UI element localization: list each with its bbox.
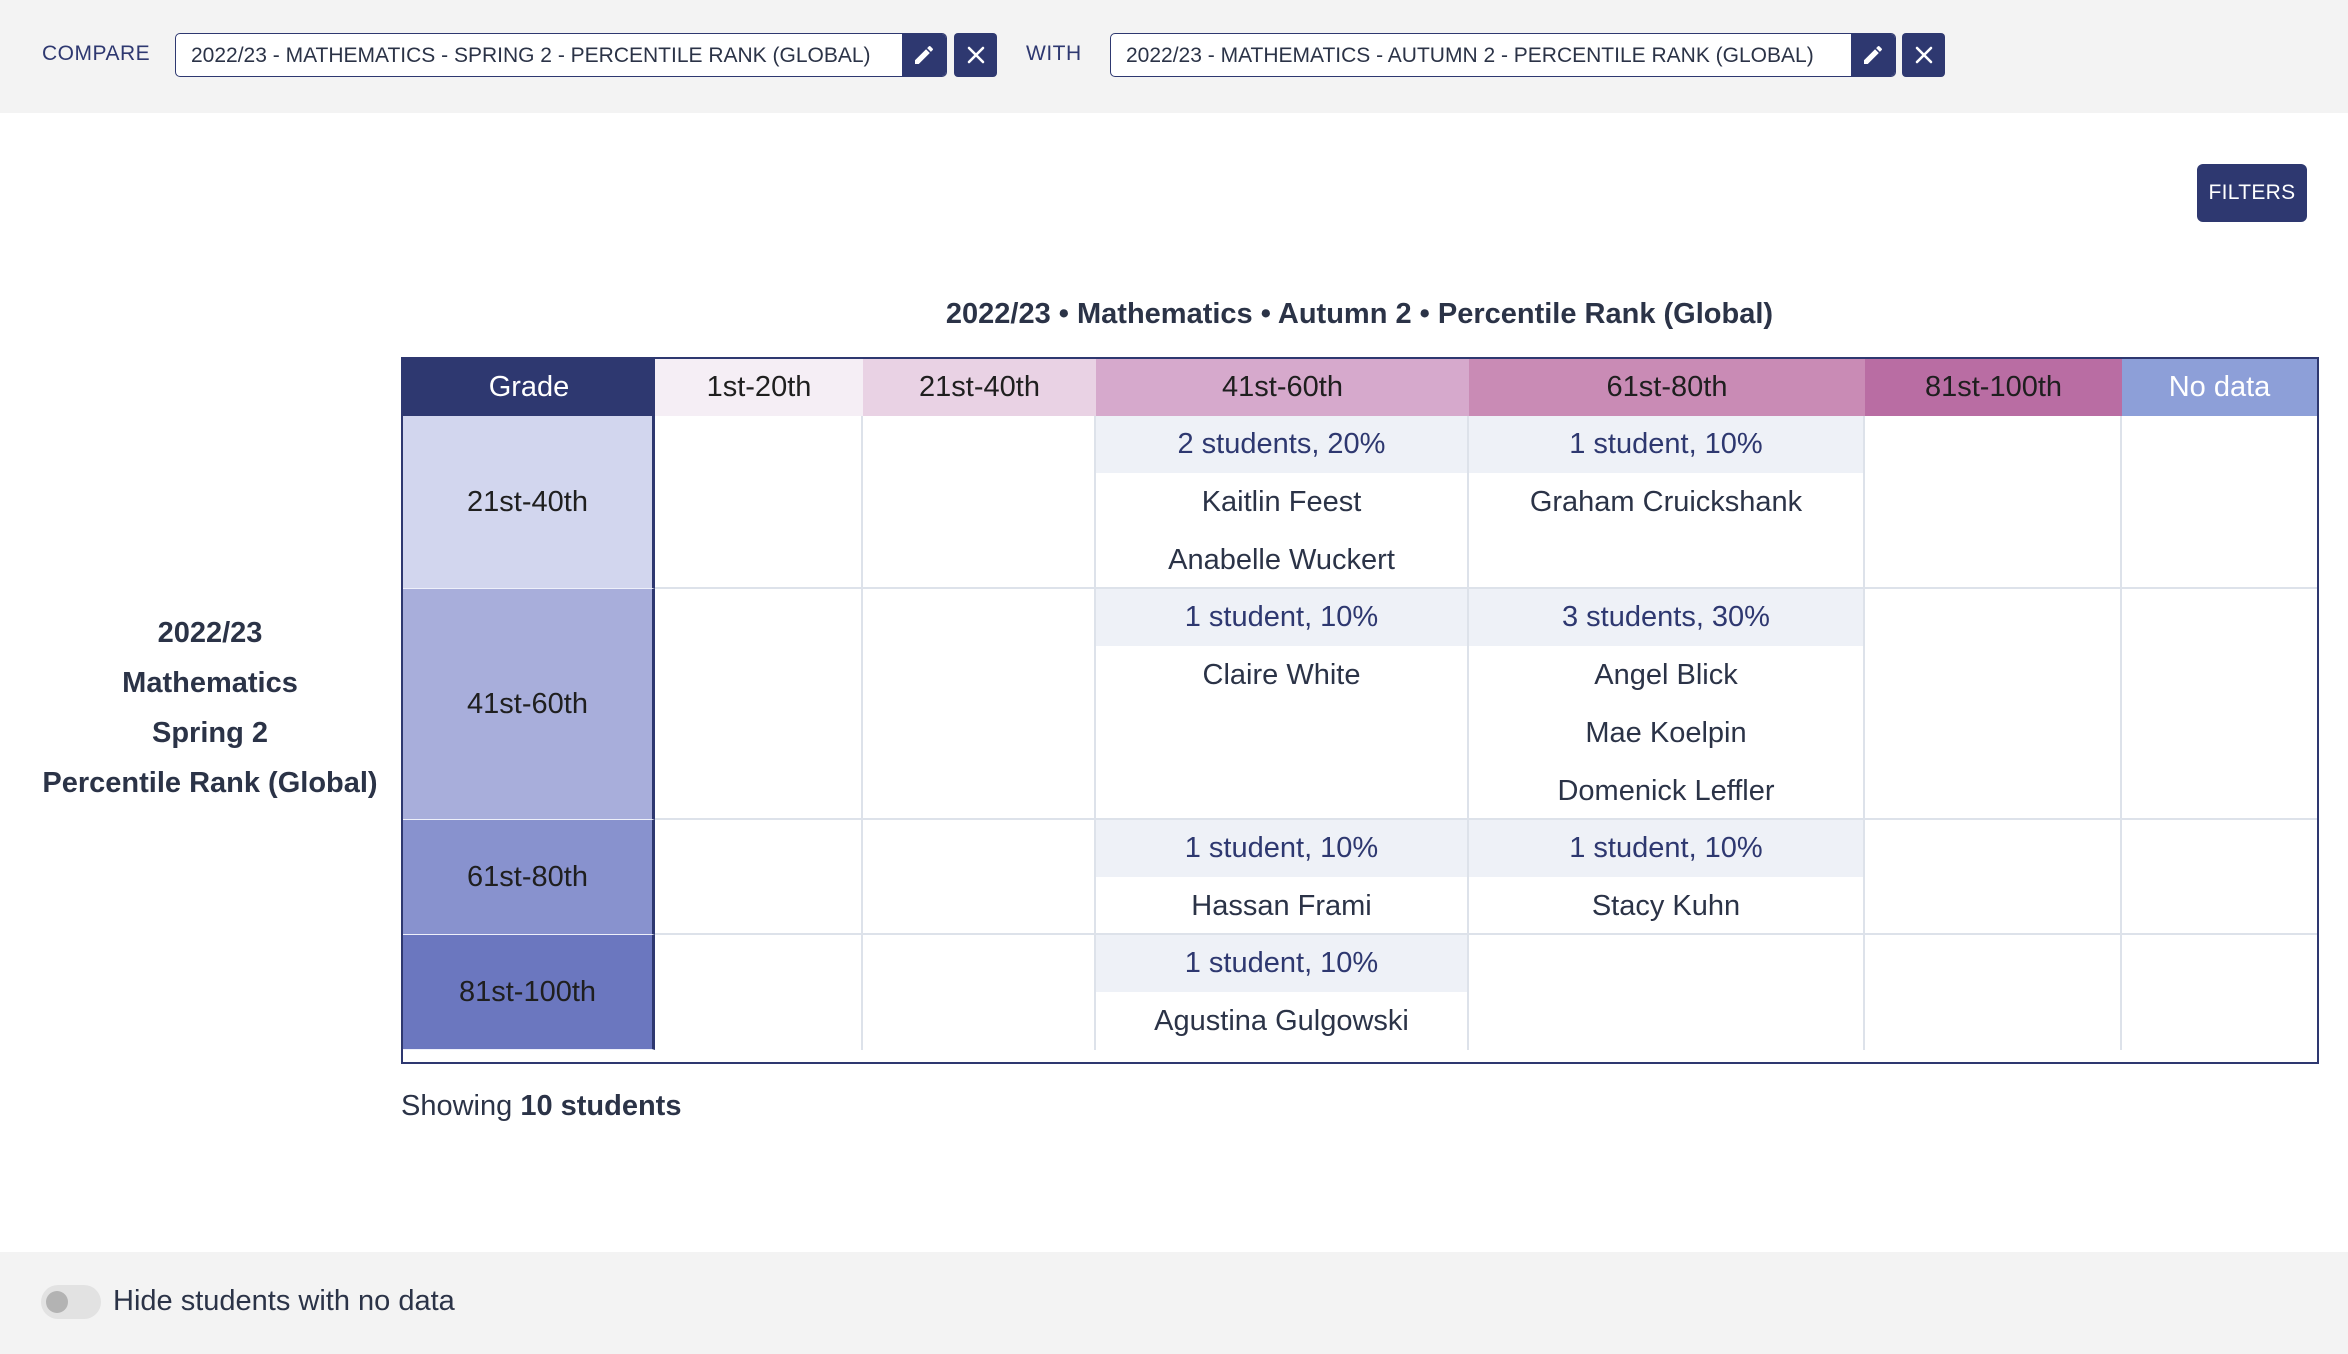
table-title: 2022/23 • Mathematics • Autumn 2 • Perce…	[945, 298, 1774, 330]
cell-count: 1 student, 10%	[1096, 820, 1467, 877]
grade-row-header: 41st-60th	[403, 589, 655, 820]
table-cell	[655, 935, 863, 1050]
compare-value: 2022/23 - MATHEMATICS - SPRING 2 - PERCE…	[191, 44, 871, 67]
column-header: 61st-80th	[1469, 359, 1865, 416]
row-axis-year: 2022/23	[157, 617, 263, 649]
with-selector[interactable]: 2022/23 - MATHEMATICS - AUTUMN 2 - PERCE…	[1110, 33, 1896, 77]
cell-count: 1 student, 10%	[1096, 935, 1467, 992]
student-name[interactable]: Kaitlin Feest	[1201, 485, 1362, 518]
table-cell	[2122, 589, 2317, 820]
compare-toolbar: COMPARE 2022/23 - MATHEMATICS - SPRING 2…	[0, 0, 2348, 113]
close-icon	[1915, 46, 1932, 64]
row-axis-subject: Mathematics	[122, 667, 298, 699]
with-clear-button[interactable]	[1902, 33, 1945, 77]
student-name[interactable]: Claire White	[1202, 658, 1361, 691]
showing-summary: Showing 10 students	[401, 1090, 681, 1123]
student-name[interactable]: Domenick Leffler	[1557, 774, 1775, 807]
row-axis-title: 2022/23 Mathematics Spring 2 Percentile …	[30, 608, 390, 808]
table-cell: 3 students, 30% Angel Blick Mae Koelpin Dom…	[1469, 589, 1865, 820]
close-icon	[967, 46, 984, 64]
table-cell: 1 student, 10% Claire White	[1096, 589, 1469, 820]
column-header: 1st-20th	[655, 359, 863, 416]
table-cell: 1 student, 10% Hassan Frami	[1096, 820, 1469, 935]
compare-edit-button[interactable]	[902, 34, 946, 76]
column-header: 21st-40th	[863, 359, 1096, 416]
comparison-table: Grade 1st-20th 21st-40th 41st-60th 61st-80th…	[401, 357, 2319, 1064]
with-value: 2022/23 - MATHEMATICS - AUTUMN 2 - PERCE…	[1126, 44, 1814, 67]
student-name[interactable]: Hassan Frami	[1191, 889, 1372, 922]
student-name[interactable]: Mae Koelpin	[1585, 716, 1747, 749]
filters-button[interactable]: FILTERS	[2197, 164, 2307, 222]
table-cell	[1469, 935, 1865, 1050]
table-cell	[2122, 416, 2317, 589]
compare-label: COMPARE	[42, 42, 151, 65]
table-cell	[655, 820, 863, 935]
table-cell	[863, 820, 1096, 935]
student-name[interactable]: Agustina Gulgowski	[1154, 1004, 1409, 1037]
table-cell: 1 student, 10% Graham Cruickshank	[1469, 416, 1865, 589]
table-cell	[1865, 820, 2122, 935]
compare-selector[interactable]: 2022/23 - MATHEMATICS - SPRING 2 - PERCE…	[175, 33, 947, 77]
toggle-knob	[46, 1291, 68, 1313]
table-cell: 1 student, 10% Stacy Kuhn	[1469, 820, 1865, 935]
bottom-bar	[0, 1252, 2348, 1354]
table-cell	[655, 589, 863, 820]
showing-count: 10 students	[520, 1090, 682, 1122]
column-header: No data	[2122, 359, 2317, 416]
with-label: WITH	[1026, 42, 1082, 65]
grade-column-header: Grade	[403, 359, 655, 416]
student-name[interactable]: Angel Blick	[1594, 658, 1738, 691]
hide-no-data-toggle[interactable]	[41, 1285, 101, 1319]
row-axis-term: Spring 2	[151, 717, 268, 749]
column-header: 81st-100th	[1865, 359, 2122, 416]
table-cell	[863, 416, 1096, 589]
cell-count: 1 student, 10%	[1469, 820, 1863, 877]
pencil-icon	[915, 45, 934, 64]
table-cell	[2122, 935, 2317, 1050]
row-axis-measure: Percentile Rank (Global)	[42, 767, 378, 799]
column-header: 41st-60th	[1096, 359, 1469, 416]
hide-no-data-label: Hide students with no data	[113, 1285, 455, 1317]
cell-count: 2 students, 20%	[1096, 416, 1467, 473]
grade-row-header: 61st-80th	[403, 820, 655, 935]
cell-count: 1 student, 10%	[1469, 416, 1863, 473]
table-cell	[863, 589, 1096, 820]
student-name[interactable]: Anabelle Wuckert	[1168, 543, 1395, 576]
table-cell	[2122, 820, 2317, 935]
table-cell	[655, 416, 863, 589]
compare-clear-button[interactable]	[954, 33, 997, 77]
table-cell	[1865, 935, 2122, 1050]
table-cell	[863, 935, 1096, 1050]
grade-row-header: 21st-40th	[403, 416, 655, 589]
student-name[interactable]: Graham Cruickshank	[1529, 485, 1803, 518]
with-edit-button[interactable]	[1851, 34, 1895, 76]
grade-row-header: 81st-100th	[403, 935, 655, 1050]
cell-count: 3 students, 30%	[1469, 589, 1863, 646]
table-cell	[1865, 589, 2122, 820]
table-cell	[1865, 416, 2122, 589]
cell-count: 1 student, 10%	[1096, 589, 1467, 646]
table-cell: 2 students, 20% Kaitlin Feest Anabelle Wuc…	[1096, 416, 1469, 589]
pencil-icon	[1864, 45, 1883, 64]
showing-prefix: Showing	[401, 1090, 513, 1122]
student-name[interactable]: Stacy Kuhn	[1591, 889, 1741, 922]
table-cell: 1 student, 10% Agustina Gulgowski	[1096, 935, 1469, 1050]
